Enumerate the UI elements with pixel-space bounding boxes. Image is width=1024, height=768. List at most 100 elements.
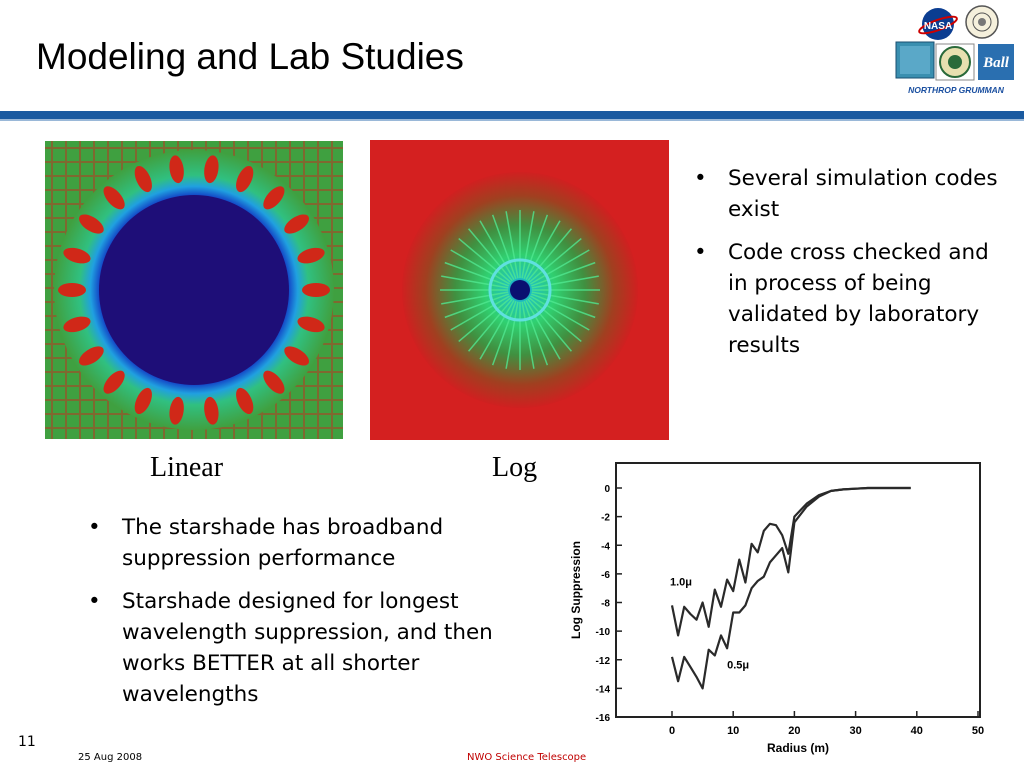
ball-logo-text: Ball [982,55,1010,71]
nasa-logo-text: NASA [924,21,952,32]
x-axis-label: Radius (m) [767,741,829,755]
linear-caption: Linear [150,452,224,483]
petal-shape [63,316,91,333]
petal-shape [103,370,125,394]
bullet-broadband: The starshade has broadband suppression … [84,512,524,574]
x-tick-label: 40 [911,725,923,737]
petal-shape [263,370,285,394]
page-number: 11 [18,734,36,750]
petal-shape [134,387,152,415]
petal-shape [103,186,125,210]
ray-line [521,301,535,369]
ray-line [531,291,599,305]
ray-line [525,220,561,280]
ray-line [468,228,513,282]
x-tick-label: 0 [669,725,675,737]
left-bullet-list: The starshade has broadband suppression … [84,512,524,722]
y-tick-label: -10 [596,627,611,638]
ball-logo-icon: Ball [978,44,1014,80]
series-label-0: 1.0μ [670,576,692,588]
petal-shape [204,396,219,425]
university-seal-icon [965,5,999,39]
footer-date: 25 Aug 2008 [78,752,143,763]
footer-center: NWO Science Telescope [467,752,587,763]
petal-shape [63,247,91,264]
ray-line [479,300,515,360]
nasa-logo-icon: NASA [918,8,958,40]
ray-line [527,228,572,282]
ray-line [441,291,509,305]
petal-shape [297,316,325,333]
series-label-1: 0.5μ [727,659,749,671]
ray-line [528,297,582,342]
bullet-longest-wavelength: Starshade designed for longest wavelengt… [84,586,524,710]
petal-shape [169,396,184,425]
petal-shape [236,387,254,415]
petal-shape [297,247,325,264]
plot-frame [615,462,981,718]
ray-line [530,295,590,331]
ray-line [441,275,509,289]
ray-line [458,238,512,283]
y-tick-label: -16 [596,713,611,724]
suppression-chart: 0 -2 -4 -6 -8 -10 -12 -14 -16 0 10 20 30 40 50 1.0μ 0.… [569,462,984,755]
y-tick-label: -14 [596,684,611,695]
page-title: Modeling and Lab Studies [36,36,464,77]
northrop-logo-text: NORTHROP GRUMMAN [908,85,1005,95]
petal-shape [204,155,219,184]
ray-line [505,211,519,279]
y-axis-label: Log Suppression [569,541,583,639]
log-caption: Log [492,452,538,483]
petal-shape [302,283,330,297]
ray-line [525,300,561,360]
ray-line [527,298,572,352]
y-tick-label: -4 [601,541,610,552]
goddard-logo-icon [895,41,935,79]
ray-line [491,301,517,366]
petal-shape [78,346,104,366]
y-tick-label: 0 [604,484,610,495]
ray-line [523,301,549,366]
ray-line [479,220,515,280]
ring-shape [488,258,552,322]
ray-line [450,295,510,331]
petal-shape [78,214,104,234]
x-tick-label: 50 [972,725,984,737]
log-simulation-image [370,140,669,440]
right-bullet-list: Several simulation codes exist Code cros… [690,163,1010,373]
petal-shape [284,214,310,234]
ray-line [450,249,510,285]
ray-line [444,261,509,287]
seal-logo-icon [935,43,975,81]
petal-shape [263,186,285,210]
ray-line [531,293,596,319]
petal-shape [236,165,254,193]
petal-shape [58,283,86,297]
x-tick-label: 20 [788,725,800,737]
ray-line [521,211,535,279]
petal-shape [284,346,310,366]
ray-line [491,214,517,279]
ray-line [458,297,512,342]
bullet-cross-checked: Code cross checked and in process of bei… [690,237,1010,361]
header-rule-light [0,119,1024,121]
ray-line [468,298,513,352]
linear-simulation-image [45,141,343,439]
petal-shape [169,155,184,184]
y-tick-label: -12 [596,656,611,667]
ray-line [505,301,519,369]
ray-line [444,293,509,319]
petal-shape [134,165,152,193]
ray-line [530,249,590,285]
ray-line [531,261,596,287]
sponsor-logos: NASA Ball NORTHROP GRUMMAN [890,4,1020,102]
y-tick-label: -8 [601,599,610,610]
ray-line [523,214,549,279]
x-tick-label: 30 [849,725,861,737]
bullet-simulation-codes: Several simulation codes exist [690,163,1010,225]
header-rule [0,111,1024,119]
series-line-1 [670,486,911,690]
ray-line [528,238,582,283]
y-tick-label: -2 [601,513,610,524]
ray-line [531,275,599,289]
